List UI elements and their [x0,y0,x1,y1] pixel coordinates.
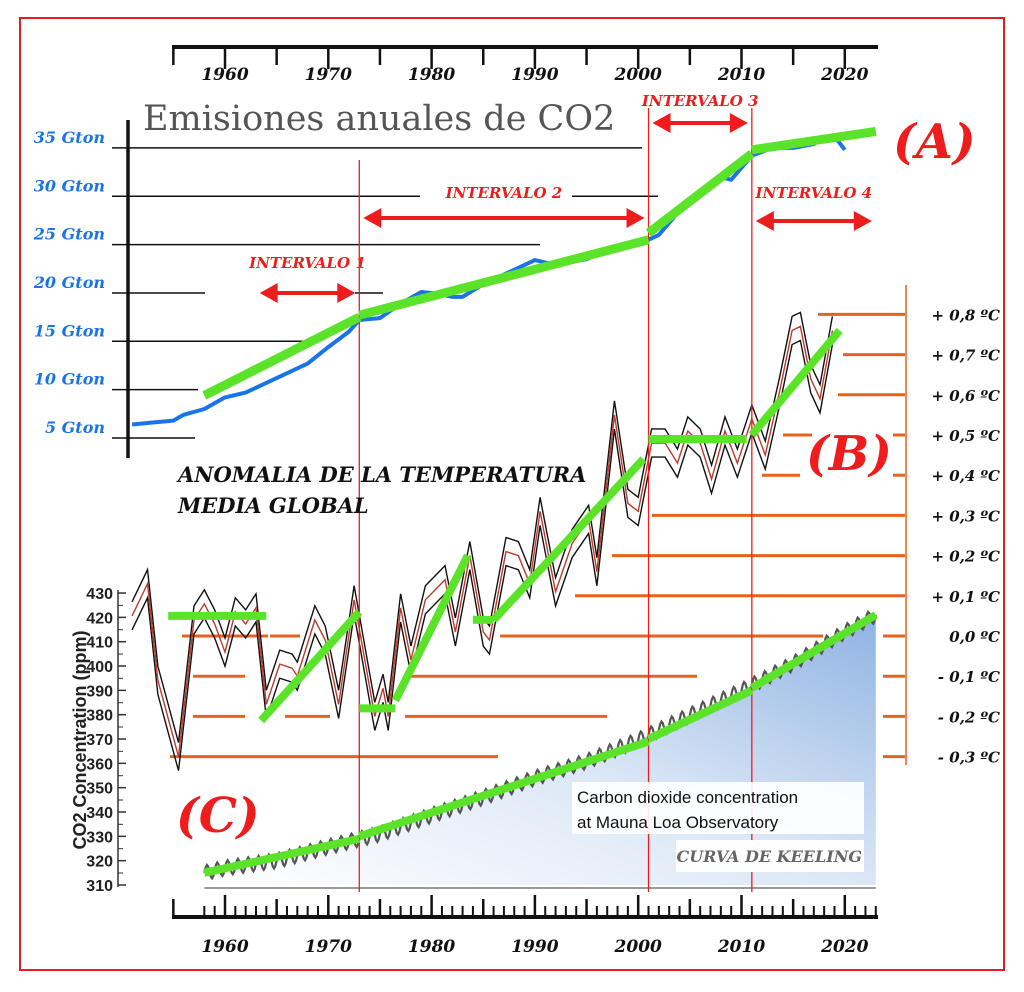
temperature-trend-segment [490,456,647,623]
temperature-lower-bound [131,339,834,771]
keeling-trend-segment [646,686,754,743]
co2-y-tick-label: 320 [86,854,113,871]
temperature-y-tick-label: + 0,4 ºC [931,467,1000,485]
time-axis-top-label: 1960 [201,65,248,85]
arrow-head-right-icon [729,113,748,133]
keeling-trend-segment [203,834,361,877]
co2-y-tick-label: 400 [86,659,113,676]
temperature-y-tick-label: + 0,3 ºC [931,507,1000,525]
panel-label-a: (A) [893,114,976,170]
co2-y-tick-label: 390 [86,683,113,700]
time-axis-bottom-label: 1980 [408,937,455,957]
emissions-y-tick-label: 20 Gton [33,273,105,292]
panel-label-c: (C) [176,788,260,844]
temperature-title-line1: ANOMALIA DE LA TEMPERATURA [176,462,586,487]
temperature-y-tick-label: - 0,1 ºC [938,668,1000,686]
emissions-trend-segment [358,235,650,320]
interval-label: INTERVALO 1 [248,254,366,272]
keeling-subtitle: CURVA DE KEELING [676,847,862,866]
keeling-subtitle-bg [676,840,864,872]
co2-y-tick-label: 340 [86,805,113,822]
emissions-title: Emisiones anuales de CO2 [143,99,615,139]
keeling-title-line1: Carbon dioxide concentration [577,788,798,807]
temperature-y-tick-label: + 0,6 ºC [931,387,1000,405]
co2-y-tick-label: 410 [86,635,113,652]
time-axis-bottom-label: 2000 [614,937,662,957]
interval-label: INTERVALO 4 [754,184,872,202]
emissions-y-tick-label: 5 Gton [45,418,105,437]
keeling-caption-bg [572,782,864,834]
temperature-y-tick-label: + 0,8 ºC [931,306,1000,324]
arrow-head-left-icon [652,113,671,133]
temperature-trend-segment [748,327,843,438]
time-axis-top-label: 2010 [717,65,765,85]
time-axis-top-label: 1970 [305,65,352,85]
emissions-y-tick-label: 30 Gton [34,176,105,195]
keeling-trend-segment [358,737,650,841]
emissions-y-tick-label: 35 Gton [34,128,105,147]
temperature-y-tick-label: - 0,2 ºC [938,708,1000,726]
arrow-head-right-icon [853,211,872,231]
temperature-y-tick-label: - 0,3 ºC [938,749,1000,767]
co2-y-tick-label: 380 [86,708,113,725]
emissions-y-tick-label: 15 Gton [34,321,105,340]
emissions-y-tick-label: 10 Gton [34,370,105,389]
temperature-y-tick-label: + 0,5 ºC [931,427,1000,445]
time-axis-bottom-label: 2010 [717,937,765,957]
temperature-y-tick-label: + 0,2 ºC [931,548,1000,566]
emissions-y-tick-label: 25 Gton [33,225,105,244]
arrow-head-left-icon [259,283,278,303]
time-axis-bottom-label: 1990 [511,937,558,957]
co2-y-tick-label: 360 [86,756,113,773]
temperature-y-tick-label: + 0,1 ºC [931,588,1000,606]
temperature-title-line2: MEDIA GLOBAL [177,493,369,518]
time-axis-bottom-label: 1960 [201,937,248,957]
time-axis-top-label: 2000 [614,65,662,85]
emissions-trend-segment [202,313,362,400]
keeling-trend-segment [749,611,878,692]
gridline-gap [420,193,572,200]
temperature-trend-segment [258,609,363,724]
arrow-head-right-icon [626,208,645,228]
arrow-head-left-icon [755,211,774,231]
co2-y-tick-label: 310 [86,878,113,895]
temperature-y-tick-label: + 0,7 ºC [931,347,1000,365]
co2-y-tick-label: 330 [86,829,113,846]
co2-axis-label: CO2 Concentration (ppm) [70,630,90,849]
emissions-trend-segment [645,150,755,237]
arrow-head-left-icon [363,208,382,228]
emissions-trend-segment [751,127,877,155]
time-axis-bottom-label: 2020 [820,937,868,957]
time-axis-bottom-label: 1970 [305,937,352,957]
co2-y-tick-label: 350 [86,781,113,798]
panel-label-b: (B) [806,426,892,482]
time-axis-top-label: 1990 [511,65,558,85]
co2-y-tick-label: 430 [86,586,113,603]
interval-label: INTERVALO 2 [445,184,563,202]
temperature-trend-segment [391,553,472,703]
co2-y-tick-label: 420 [86,610,113,627]
arrow-head-right-icon [337,283,356,303]
co2-y-tick-label: 370 [86,732,113,749]
temperature-y-tick-label: 0,0 ºC [949,628,1000,646]
time-axis-top-label: 1980 [408,65,455,85]
interval-label: INTERVALO 3 [641,92,759,110]
time-axis-top-label: 2020 [820,65,868,85]
keeling-title-line2: at Mauna Loa Observatory [577,813,779,832]
